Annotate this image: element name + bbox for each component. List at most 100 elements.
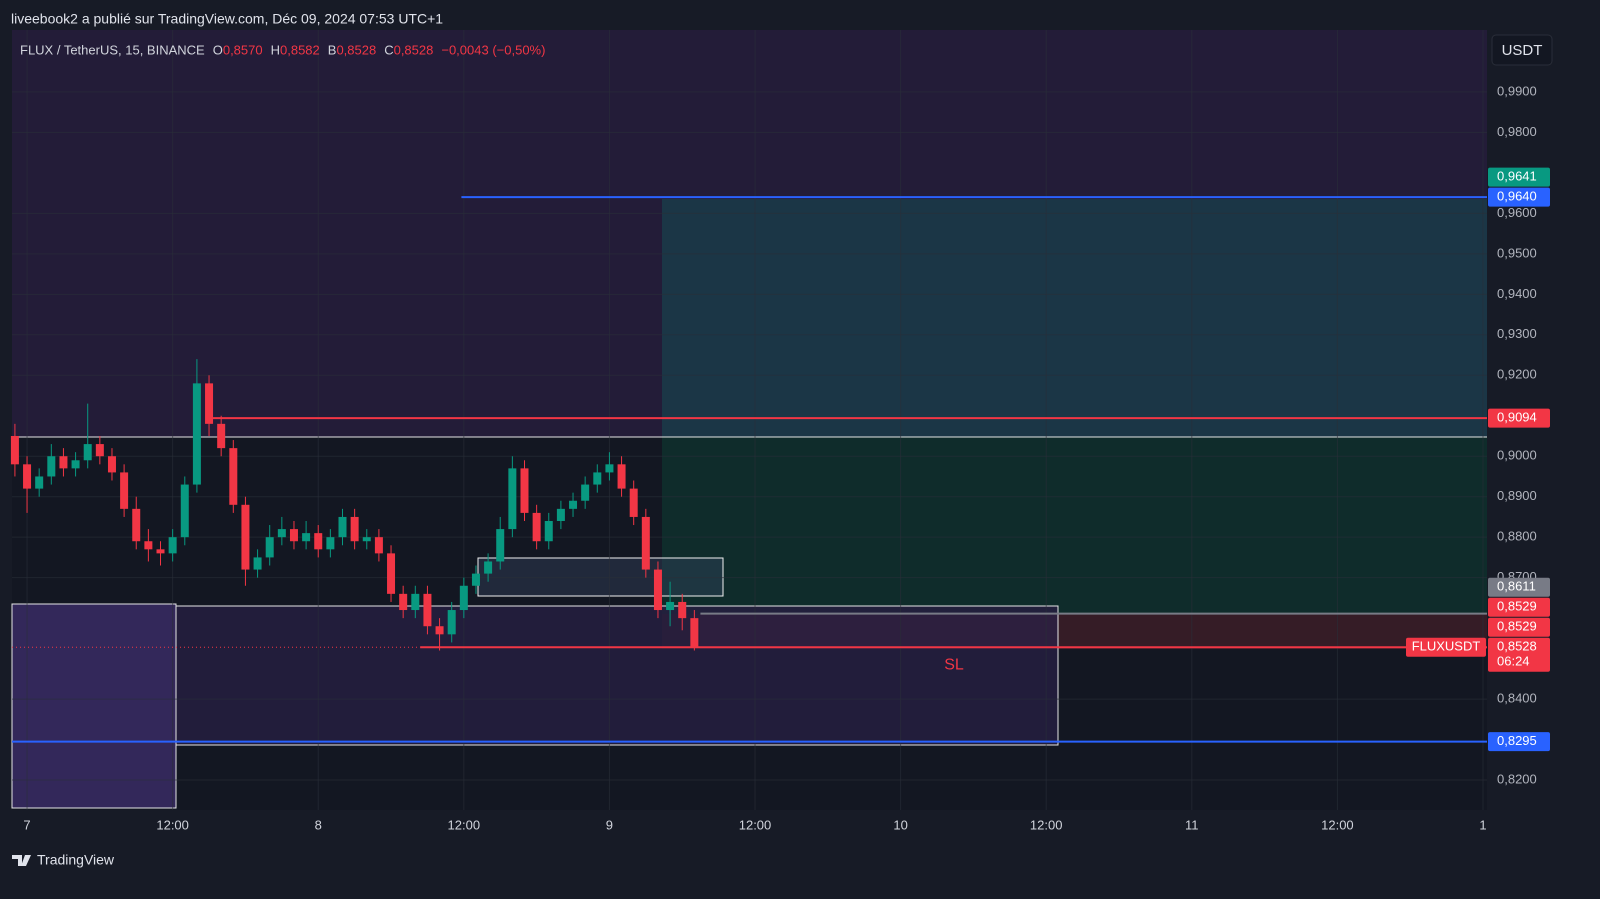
price-tag-label: 0,8529 <box>1497 619 1537 634</box>
legend-change: −0,0043 (−0,50%) <box>441 42 545 57</box>
price-tag <box>1488 637 1550 672</box>
candle-body <box>253 557 262 570</box>
x-tick-label: 12:00 <box>1030 817 1063 832</box>
x-tick-label: 11 <box>1185 817 1199 832</box>
candle-body <box>508 468 517 530</box>
y-tick-label: 0,9800 <box>1497 124 1537 139</box>
candle-body <box>362 537 371 542</box>
x-tick-label: 12:00 <box>739 817 772 832</box>
candle-body <box>35 476 44 489</box>
legend-value: 0,8570 <box>223 42 263 57</box>
price-tag-label: 0,9641 <box>1497 169 1537 184</box>
price-tag-label: 0,8529 <box>1497 599 1537 614</box>
candle-body <box>459 585 468 611</box>
price-tag-label: 0,9640 <box>1497 189 1537 204</box>
candle-body <box>423 593 432 627</box>
y-tick-label: 0,8200 <box>1497 771 1537 786</box>
legend-label: C <box>384 42 393 57</box>
candle-body <box>10 435 19 465</box>
x-tick-label: 10 <box>893 817 907 832</box>
range-box <box>11 605 1059 746</box>
price-tag <box>1488 732 1550 752</box>
y-tick-label: 0,8400 <box>1497 691 1537 706</box>
candle-body <box>666 601 675 611</box>
symbol-tag <box>1406 637 1486 657</box>
y-tick-label: 0,9400 <box>1497 286 1537 301</box>
legend-value: 0,8528 <box>394 42 434 57</box>
candle-body <box>205 383 214 424</box>
x-tick-label: 12:00 <box>1321 817 1354 832</box>
legend-label: H <box>271 42 280 57</box>
candle-body <box>23 464 32 489</box>
price-tag-label: 0,8611 <box>1497 579 1536 594</box>
y-tick-label: 0,9900 <box>1497 83 1537 98</box>
logo-mark <box>12 855 31 866</box>
candle-body <box>192 383 201 485</box>
range-box <box>11 603 177 809</box>
candle-body <box>168 537 177 554</box>
candle-body <box>556 508 565 521</box>
candle-body <box>605 464 614 473</box>
y-tick-label: 0,9300 <box>1497 326 1537 341</box>
candle-body <box>484 561 493 574</box>
candle-body <box>132 508 141 542</box>
price-tag <box>1488 408 1550 428</box>
candle-body <box>59 456 68 469</box>
candle-body <box>581 484 590 501</box>
candle-body <box>350 516 359 542</box>
candle-body <box>120 472 129 509</box>
candle-body <box>83 444 92 461</box>
candle-body <box>617 464 626 489</box>
candle-body <box>678 601 687 619</box>
candle-body <box>241 504 250 570</box>
grid <box>12 30 1487 810</box>
candle-body <box>314 533 323 550</box>
y-tick-label: 0,9600 <box>1497 205 1537 220</box>
symbol-tag-label: FLUXUSDT <box>1412 639 1481 654</box>
candle-body <box>435 626 444 635</box>
legend-label: B <box>328 42 337 57</box>
candle-body <box>156 549 165 554</box>
candle-body <box>71 460 80 469</box>
candle-body <box>277 529 286 538</box>
candle-body <box>653 569 662 611</box>
candle-body <box>399 593 408 611</box>
annotation: SL <box>944 656 964 673</box>
candle-body <box>629 488 638 517</box>
candle-body <box>569 500 578 509</box>
candle-body <box>447 610 456 635</box>
x-tick-label: 9 <box>606 817 613 832</box>
legend-value: 0,8528 <box>336 42 376 57</box>
x-tick-label: 7 <box>23 817 30 832</box>
candle-body <box>520 468 529 513</box>
price-tag <box>1488 187 1550 207</box>
candle-body <box>47 456 56 477</box>
target-zone <box>662 199 1487 437</box>
candle-body <box>544 520 553 542</box>
candle-body <box>496 529 505 562</box>
candle-body <box>229 448 238 505</box>
price-tag <box>1488 617 1550 637</box>
logo <box>12 855 31 866</box>
candles <box>10 359 699 651</box>
legend-value: 0,8582 <box>280 42 320 57</box>
candle-body <box>411 593 420 611</box>
drawings: SL <box>12 196 1487 743</box>
price-tag <box>1488 597 1550 617</box>
ohlc-legend: O 0,8570 H 0,8582 B 0,8528 C 0,8528 −0,0043 (−0,… <box>213 42 546 57</box>
brand: TradingView <box>37 852 115 868</box>
target-zone <box>662 437 1487 614</box>
candle-body <box>593 472 602 485</box>
price-tag <box>1488 167 1550 187</box>
candle-body <box>265 537 274 558</box>
y-tick-label: 0,9500 <box>1497 245 1537 260</box>
y-tick-label: 0,8900 <box>1497 488 1537 503</box>
symbol: FLUX / TetherUS, 15, BINANCE <box>20 42 205 57</box>
currency-label[interactable]: USDT <box>1502 42 1543 59</box>
candle-body <box>387 553 396 594</box>
currency-button[interactable] <box>1491 34 1553 66</box>
candle-body <box>532 512 541 542</box>
